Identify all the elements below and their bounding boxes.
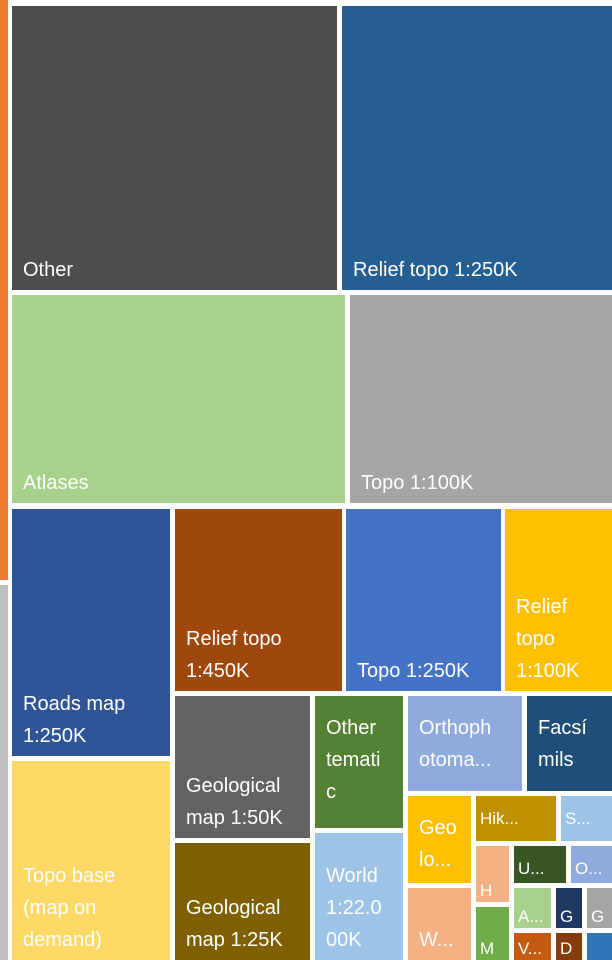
treemap-tile <box>587 933 612 960</box>
tile-label: Atlases <box>23 472 89 494</box>
tile-label: M <box>480 939 494 958</box>
tile-label: G <box>591 907 604 926</box>
tile-label: Topo 1:100K <box>361 472 474 494</box>
tile-label: Geological map 1:50K <box>186 775 283 829</box>
tile-label: O... <box>575 859 602 878</box>
treemap-tile: A... <box>514 888 551 928</box>
tile-rect <box>12 295 345 503</box>
treemap-tile: Relief topo 1:450K <box>175 509 342 691</box>
tile-rect <box>408 888 471 960</box>
tile-rect <box>476 846 509 902</box>
tile-rect <box>175 843 310 960</box>
tile-label: U... <box>518 859 544 878</box>
tile-label: S... <box>565 809 591 828</box>
tile-rect <box>571 846 612 883</box>
treemap-tile: Other temati c <box>315 696 403 828</box>
treemap-tile: Relief topo 1:250K <box>342 6 612 290</box>
treemap-tile: Geological map 1:25K <box>175 843 310 960</box>
tile-label: Topo base (map on demand) <box>23 865 115 951</box>
tile-rect <box>561 796 612 841</box>
treemap-tile: O... <box>571 846 612 883</box>
tile-label: Orthoph otoma... <box>419 717 491 771</box>
treemap-tile: Topo 1:250K <box>346 509 501 691</box>
tile-label: Facsí mils <box>538 717 587 771</box>
tile-label: Other temati c <box>326 717 380 803</box>
treemap-tile: V... <box>514 933 551 960</box>
tile-rect <box>175 509 342 691</box>
treemap-tile: Hik... <box>476 796 556 841</box>
tile-rect <box>346 509 501 691</box>
tile-rect <box>476 907 509 960</box>
tile-rect <box>408 796 471 883</box>
tile-label: A... <box>518 907 544 926</box>
tile-label: Hik... <box>480 809 519 828</box>
tile-rect <box>12 761 170 960</box>
treemap-tile: Other <box>12 6 337 290</box>
tile-rect <box>505 509 612 691</box>
tile-label: H <box>480 881 492 900</box>
treemap-tile: Relief topo 1:100K <box>505 509 612 691</box>
tile-label: Roads map 1:250K <box>23 693 125 747</box>
tile-rect <box>315 696 403 828</box>
tile-label: D <box>560 939 572 958</box>
tile-label: Relief topo 1:450K <box>186 628 282 682</box>
tile-rect <box>12 509 170 756</box>
treemap-tile: Topo base (map on demand) <box>12 761 170 960</box>
tile-rect <box>514 933 551 960</box>
treemap-tile: G <box>587 888 612 928</box>
tile-rect <box>587 933 612 960</box>
tile-label: Other <box>23 259 73 281</box>
tile-label: Topo 1:250K <box>357 660 470 682</box>
treemap-tile: Topo 1:100K <box>350 295 612 503</box>
tile-rect <box>408 696 522 791</box>
tile-label: W... <box>419 929 453 951</box>
tile-rect <box>342 6 612 290</box>
treemap-tile: Geological map 1:50K <box>175 696 310 838</box>
treemap-tile: M <box>476 907 509 960</box>
tile-label: Relief topo 1:250K <box>353 259 518 281</box>
treemap-tile: Atlases <box>12 295 345 503</box>
tile-label: Relief topo 1:100K <box>516 596 580 682</box>
tile-rect <box>350 295 612 503</box>
tile-rect <box>556 933 582 960</box>
tile-rect <box>514 846 566 883</box>
treemap-tile: Orthoph otoma... <box>408 696 522 791</box>
tile-rect <box>556 888 582 928</box>
tile-label: World 1:22.0 00K <box>326 865 382 951</box>
tile-rect <box>514 888 551 928</box>
treemap-tile: D <box>556 933 582 960</box>
treemap-tile: U... <box>514 846 566 883</box>
tile-rect <box>587 888 612 928</box>
tile-rect <box>527 696 612 791</box>
treemap-tile: S... <box>561 796 612 841</box>
tile-label: G <box>560 907 573 926</box>
tile-label: V... <box>518 939 542 958</box>
tile-rect <box>315 833 403 960</box>
tile-rect <box>175 696 310 838</box>
tile-rect <box>476 796 556 841</box>
treemap-tile: Roads map 1:250K <box>12 509 170 756</box>
treemap-tile: World 1:22.0 00K <box>315 833 403 960</box>
tile-label: Geo lo... <box>419 817 457 871</box>
tile-rect <box>12 6 337 290</box>
edge-strip-1 <box>0 585 8 960</box>
treemap-tile: H <box>476 846 509 902</box>
treemap-tile: Geo lo... <box>408 796 471 883</box>
treemap-tile: Facsí mils <box>527 696 612 791</box>
treemap-tile: W... <box>408 888 471 960</box>
tile-label: Geological map 1:25K <box>186 897 283 951</box>
treemap-tile: G <box>556 888 582 928</box>
edge-strip-0 <box>0 0 8 580</box>
